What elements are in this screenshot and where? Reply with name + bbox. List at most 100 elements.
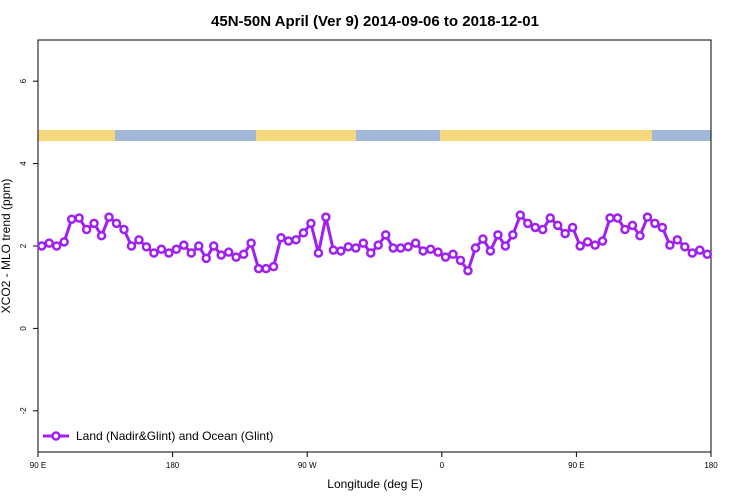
data-point [672,235,683,245]
data-point [246,238,256,248]
data-point [680,242,690,252]
y-tick-label: 4 [19,161,28,166]
x-tick-label: 180 [704,461,718,470]
data-point [283,236,294,246]
data-point [126,241,137,251]
data-point [149,248,159,258]
data-point [500,241,511,251]
data-point [253,263,264,274]
data-point [508,230,518,240]
data-point [702,249,713,259]
data-point [695,245,705,255]
data-point [313,248,324,258]
data-point [650,218,660,229]
data-point [485,246,496,256]
data-point [216,250,226,260]
data-point [612,213,623,223]
data-point [657,222,668,233]
y-tick-label: 0 [19,326,28,331]
data-point [470,243,481,253]
data-point [261,263,271,274]
data-point [665,240,675,250]
data-point [328,245,339,255]
data-point [627,220,638,231]
data-point [119,224,129,235]
data-point [425,244,436,255]
data-point [366,248,376,258]
data-point [321,212,331,222]
data-point [223,247,234,257]
x-tick-label: 90 E [30,461,46,470]
x-tick-label: 180 [166,461,180,470]
data-point [523,218,533,229]
data-point [74,213,84,223]
chart-title: 45N-50N April (Ver 9) 2014-09-06 to 2018… [211,13,539,30]
data-point [156,244,167,255]
data-point [620,224,630,235]
data-point [351,243,361,253]
legend-label: Land (Nadir&Glint) and Ocean (Glint) [76,429,273,443]
data-point [567,222,578,233]
data-point [306,218,316,229]
data-point [276,233,286,243]
data-point [291,235,301,245]
data-point [635,230,645,241]
data-point [493,230,503,240]
x-tick-label: 90 E [568,461,584,470]
data-point [164,248,174,258]
data-point [463,265,473,276]
data-point [418,246,428,256]
data-point [171,244,182,255]
data-point [96,230,107,241]
data-point [111,218,122,229]
data-point [238,249,249,259]
data-point [515,210,526,220]
data-point [51,241,62,251]
x-tick-label: 0 [440,461,445,470]
data-point [590,240,600,250]
data-point [545,213,555,223]
data-point [66,214,77,224]
data-point [186,248,197,258]
legend-marker [51,431,61,441]
data-point [687,248,698,258]
data-point [605,213,615,223]
data-point [298,228,309,238]
data-point [59,237,69,247]
data-point [433,247,443,257]
data-point [582,237,593,247]
data-point [343,242,354,252]
data-point [597,236,608,246]
data-point [455,255,466,266]
y-tick-label: 6 [19,78,28,83]
data-point [208,241,219,251]
data-point [373,240,383,250]
y-tick-label: -2 [19,407,28,415]
data-point [560,228,570,239]
data-point [358,238,369,248]
data-point [81,224,92,235]
data-point [201,253,211,264]
data-point [268,261,279,272]
data-point [642,212,653,222]
data-point [36,241,47,251]
data-point [395,243,406,253]
land-ocean-strip [38,130,711,141]
data-point [194,241,204,251]
data-point [552,220,563,231]
data-point [478,234,488,244]
x-tick-label: 90 W [298,461,317,470]
data-point [44,238,54,248]
data-point [403,242,413,252]
data-point [89,218,99,229]
y-axis-label: XCO2 - MLO trend (ppm) [0,179,13,314]
data-point [440,252,451,262]
data-point [530,222,541,233]
data-point [410,238,421,248]
data-point [388,243,398,253]
data-point [336,246,346,256]
data-point [104,212,114,222]
data-point [538,224,548,235]
data-point [380,230,391,240]
